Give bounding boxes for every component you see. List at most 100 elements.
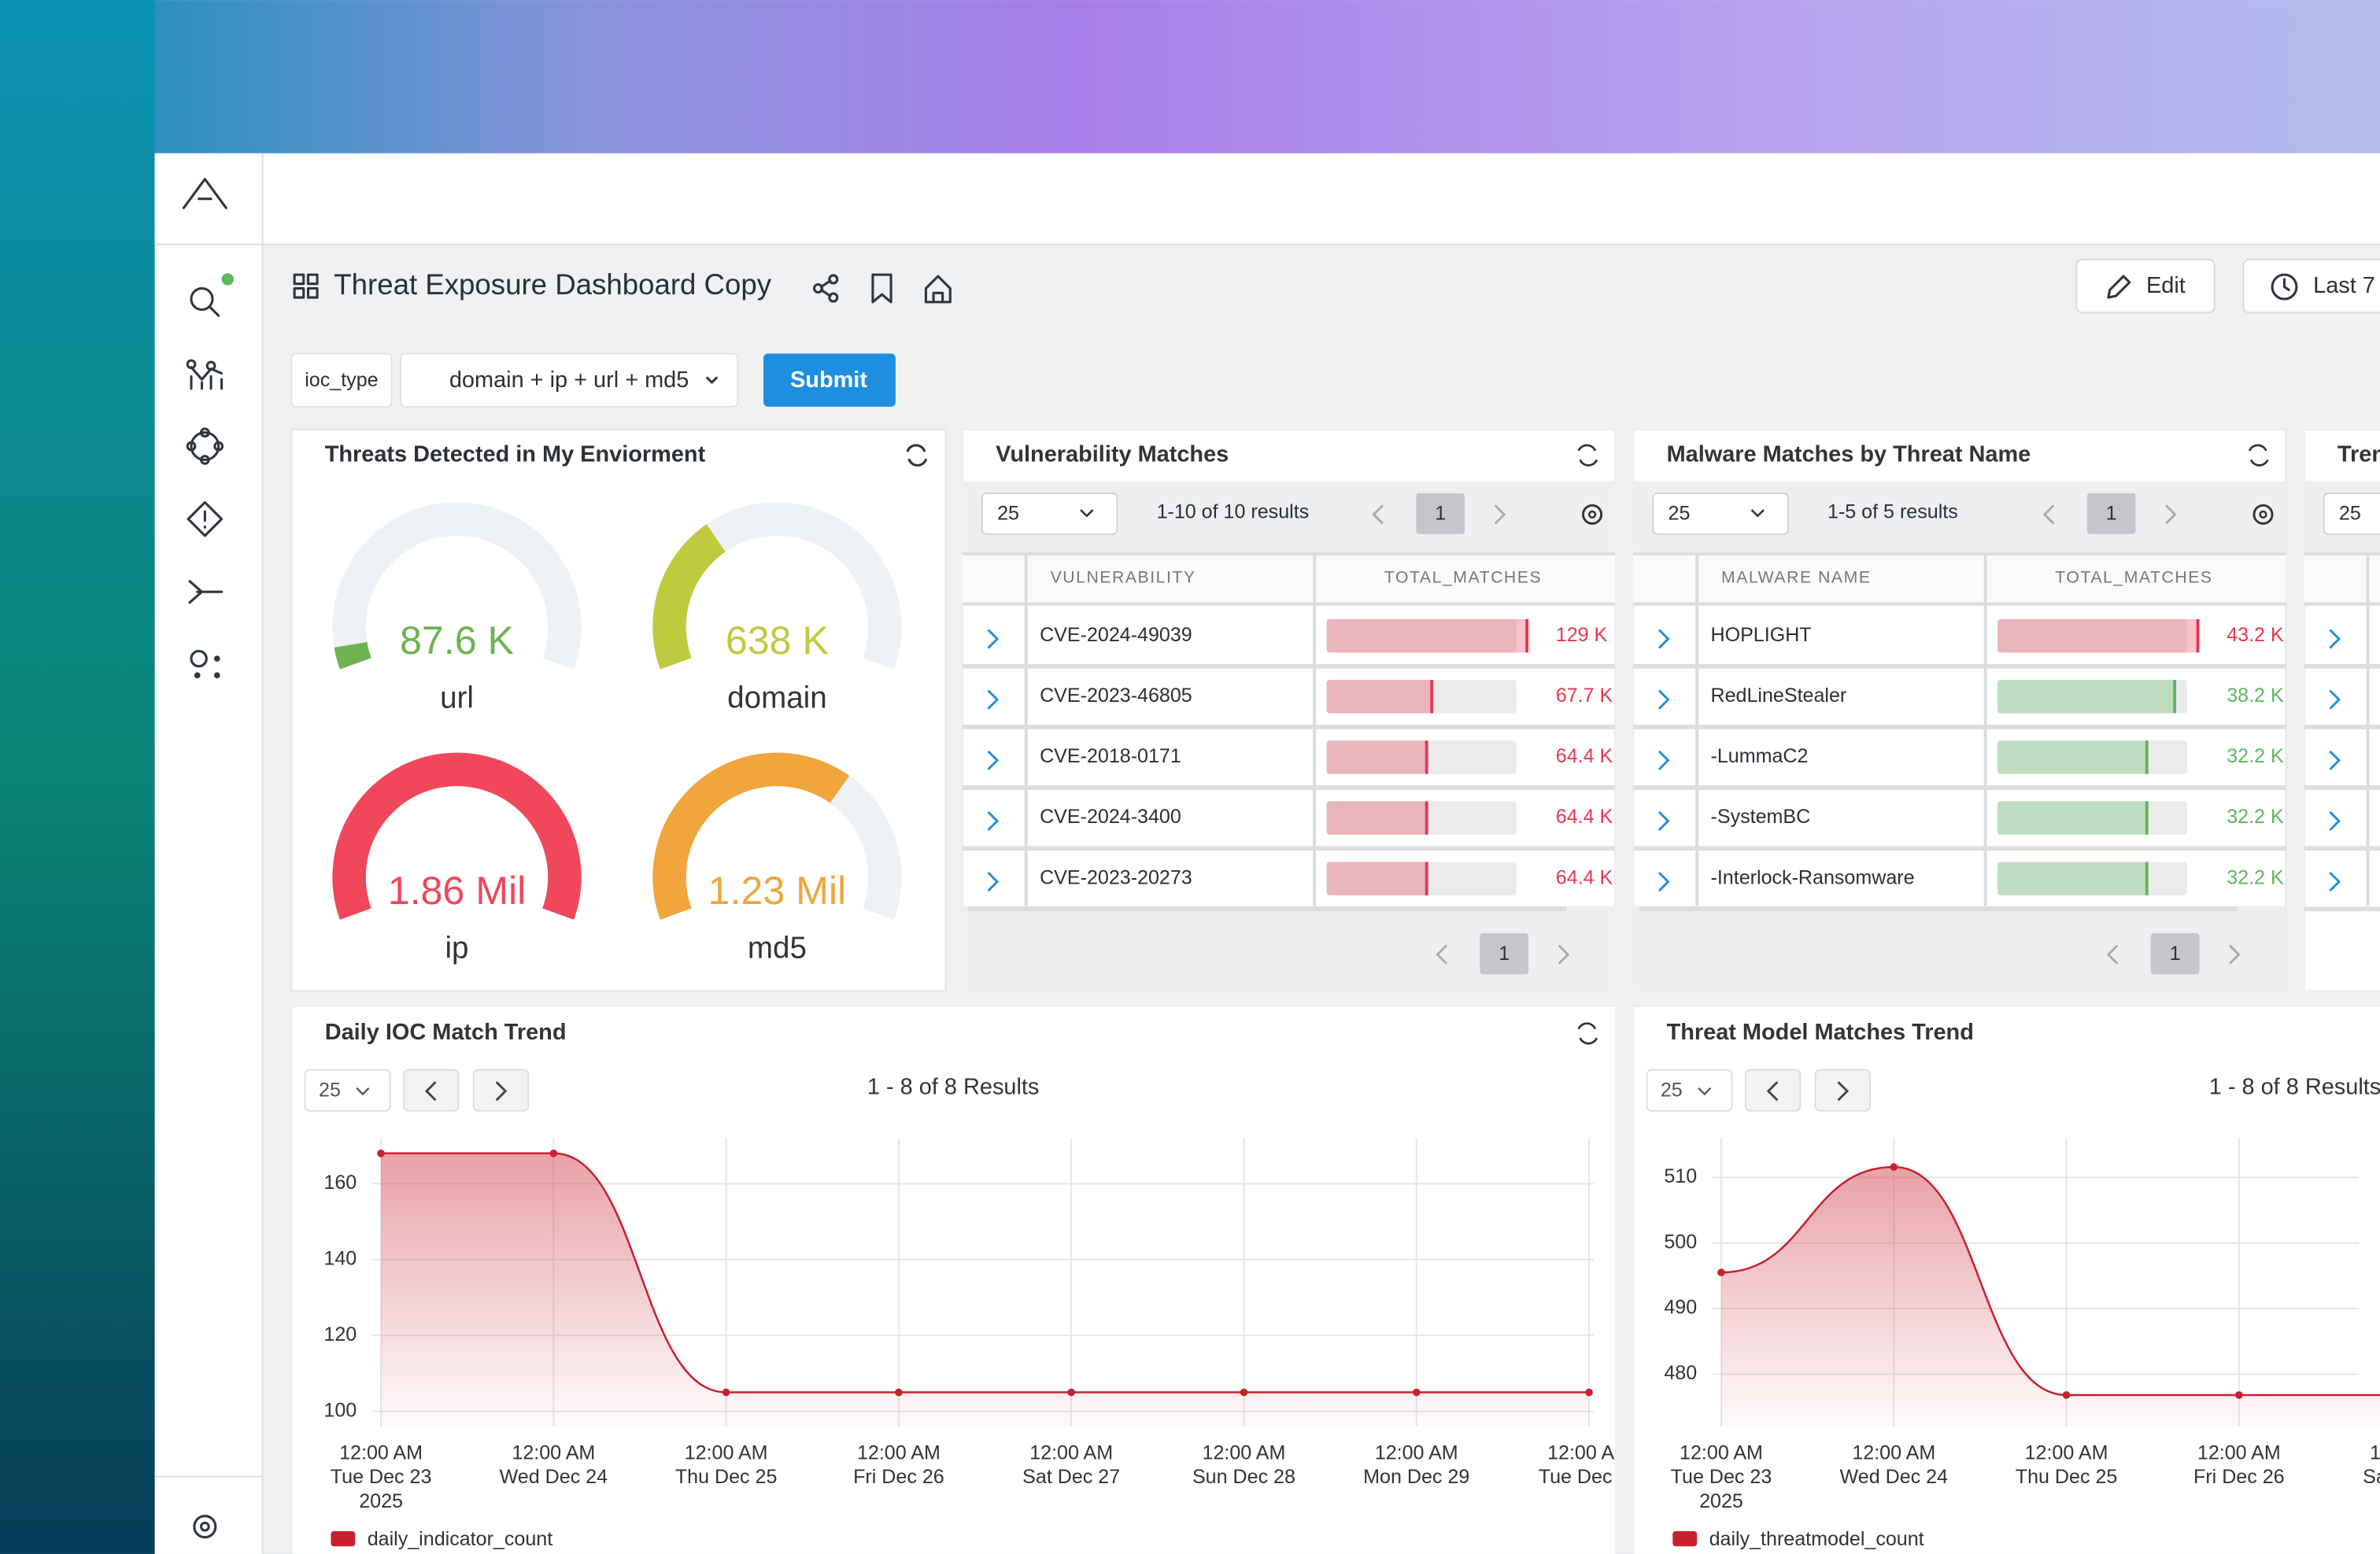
x-tick-label: 12:00 AM — [1029, 1441, 1113, 1464]
bar-end — [1425, 740, 1428, 774]
pager-button[interactable] — [403, 1069, 460, 1112]
next-arrow[interactable] — [1837, 1081, 1850, 1102]
bar-value: 64.4 K — [1556, 866, 1613, 888]
page-box[interactable] — [1480, 933, 1529, 975]
time-range-button[interactable] — [2242, 258, 2380, 314]
row-name: CVE-2023-46805 — [1040, 685, 1192, 707]
prev-arrow[interactable] — [2042, 504, 2055, 525]
y-tick-label: 510 — [1664, 1165, 1697, 1187]
refresh-icon[interactable] — [2248, 444, 2269, 467]
refresh-icon[interactable] — [1577, 1022, 1598, 1045]
next-arrow[interactable] — [987, 629, 1000, 649]
gauge-label: ip — [445, 932, 468, 965]
page-size: 25 — [997, 502, 1019, 524]
next-arrow[interactable] — [1658, 810, 1670, 832]
next-arrow[interactable] — [2165, 504, 2177, 525]
page-box[interactable] — [2086, 493, 2136, 534]
prev-arrow[interactable] — [424, 1081, 437, 1102]
page-size: 25 — [1661, 1079, 1683, 1101]
prev-arrow[interactable] — [1436, 944, 1447, 965]
next-arrow[interactable] — [1658, 689, 1670, 710]
bar — [1998, 740, 2147, 774]
share-icon[interactable] — [812, 274, 839, 303]
column-header: MALWARE NAME — [1721, 568, 1872, 586]
bar — [1326, 862, 1427, 895]
dashboard-title: Threat Exposure Dashboard Copy — [334, 268, 771, 301]
page-size-dropdown[interactable] — [2323, 492, 2380, 535]
bar-end — [1525, 618, 1529, 653]
page-size-dropdown[interactable] — [304, 1069, 391, 1112]
home-icon[interactable] — [924, 275, 952, 304]
search-icon[interactable] — [190, 286, 220, 317]
refresh-icon[interactable] — [906, 444, 927, 467]
next-arrow[interactable] — [1658, 629, 1670, 649]
submit-button[interactable] — [763, 353, 896, 407]
bar-track — [1326, 618, 1517, 653]
page-number: 1 — [2106, 502, 2117, 524]
page-size: 25 — [319, 1079, 341, 1101]
x-tick-label: Wed Dec 24 — [500, 1466, 608, 1488]
row-name: -LummaC2 — [1711, 745, 1809, 767]
x-tick-label: 12:00 AM — [1680, 1441, 1763, 1464]
next-arrow[interactable] — [2229, 944, 2241, 965]
settings-icon[interactable] — [2252, 504, 2274, 525]
bar — [1998, 618, 2198, 653]
bar-end — [2173, 680, 2177, 714]
edit-button[interactable] — [2075, 258, 2216, 314]
next-arrow[interactable] — [987, 871, 1000, 892]
next-arrow[interactable] — [2329, 689, 2341, 710]
next-arrow[interactable] — [987, 750, 1000, 770]
bar-value: 32.2 K — [2227, 745, 2284, 767]
next-arrow[interactable] — [987, 689, 1000, 710]
next-arrow[interactable] — [2329, 629, 2341, 649]
settings-icon[interactable] — [193, 1515, 217, 1539]
next-arrow[interactable] — [2329, 871, 2341, 892]
bookmark-icon[interactable] — [871, 273, 893, 304]
bar — [1998, 801, 2147, 835]
prev-arrow[interactable] — [1766, 1081, 1779, 1102]
prev-arrow[interactable] — [1372, 504, 1384, 525]
hub-icon[interactable] — [186, 427, 224, 465]
next-arrow[interactable] — [1494, 504, 1506, 525]
next-arrow[interactable] — [495, 1081, 508, 1102]
y-tick-label: 160 — [323, 1172, 357, 1194]
row-name: RedLineStealer — [1711, 685, 1847, 707]
point — [1067, 1388, 1076, 1397]
page-box[interactable] — [2150, 933, 2200, 975]
alert-icon[interactable] — [187, 500, 224, 537]
next-arrow[interactable] — [1558, 944, 1570, 965]
pager-button[interactable] — [1814, 1069, 1871, 1112]
dropdown-chevron — [706, 376, 718, 384]
results-count: 1-5 of 5 results — [1828, 501, 1958, 523]
page-size-dropdown[interactable] — [981, 492, 1118, 535]
flight-icon[interactable] — [188, 580, 224, 604]
gauge-arc — [334, 641, 371, 670]
gear-hub — [2259, 510, 2267, 519]
next-arrow[interactable] — [2329, 750, 2341, 770]
next-arrow[interactable] — [987, 810, 1000, 832]
next-arrow[interactable] — [1658, 871, 1670, 892]
page-size-dropdown[interactable] — [1652, 492, 1789, 535]
x-tick-label: 12:00 AM — [2370, 1441, 2380, 1464]
chart-title: Threat Model Matches Trend — [1667, 1020, 1974, 1045]
line — [381, 1152, 1590, 1393]
prev-arrow[interactable] — [2106, 944, 2119, 965]
pager-button[interactable] — [1744, 1069, 1802, 1112]
pager-button[interactable] — [472, 1069, 530, 1112]
gauge-panel-title: Threats Detected in My Enviorment — [325, 441, 706, 467]
filter-dropdown[interactable] — [400, 353, 739, 408]
settings-icon[interactable] — [1582, 504, 1603, 525]
settings-group-icon[interactable] — [190, 649, 220, 679]
page-size-dropdown[interactable] — [1646, 1069, 1733, 1112]
bar-end — [1425, 862, 1428, 895]
x-tick-label: Thu Dec 25 — [2016, 1466, 2118, 1488]
analytics-icon[interactable] — [186, 359, 224, 390]
refresh-icon[interactable] — [1577, 444, 1598, 467]
next-arrow[interactable] — [2329, 810, 2341, 832]
point — [2235, 1391, 2243, 1399]
logo[interactable] — [182, 178, 227, 209]
next-arrow[interactable] — [1658, 750, 1670, 770]
bar-end — [1425, 801, 1428, 835]
page-box[interactable] — [1416, 493, 1465, 534]
